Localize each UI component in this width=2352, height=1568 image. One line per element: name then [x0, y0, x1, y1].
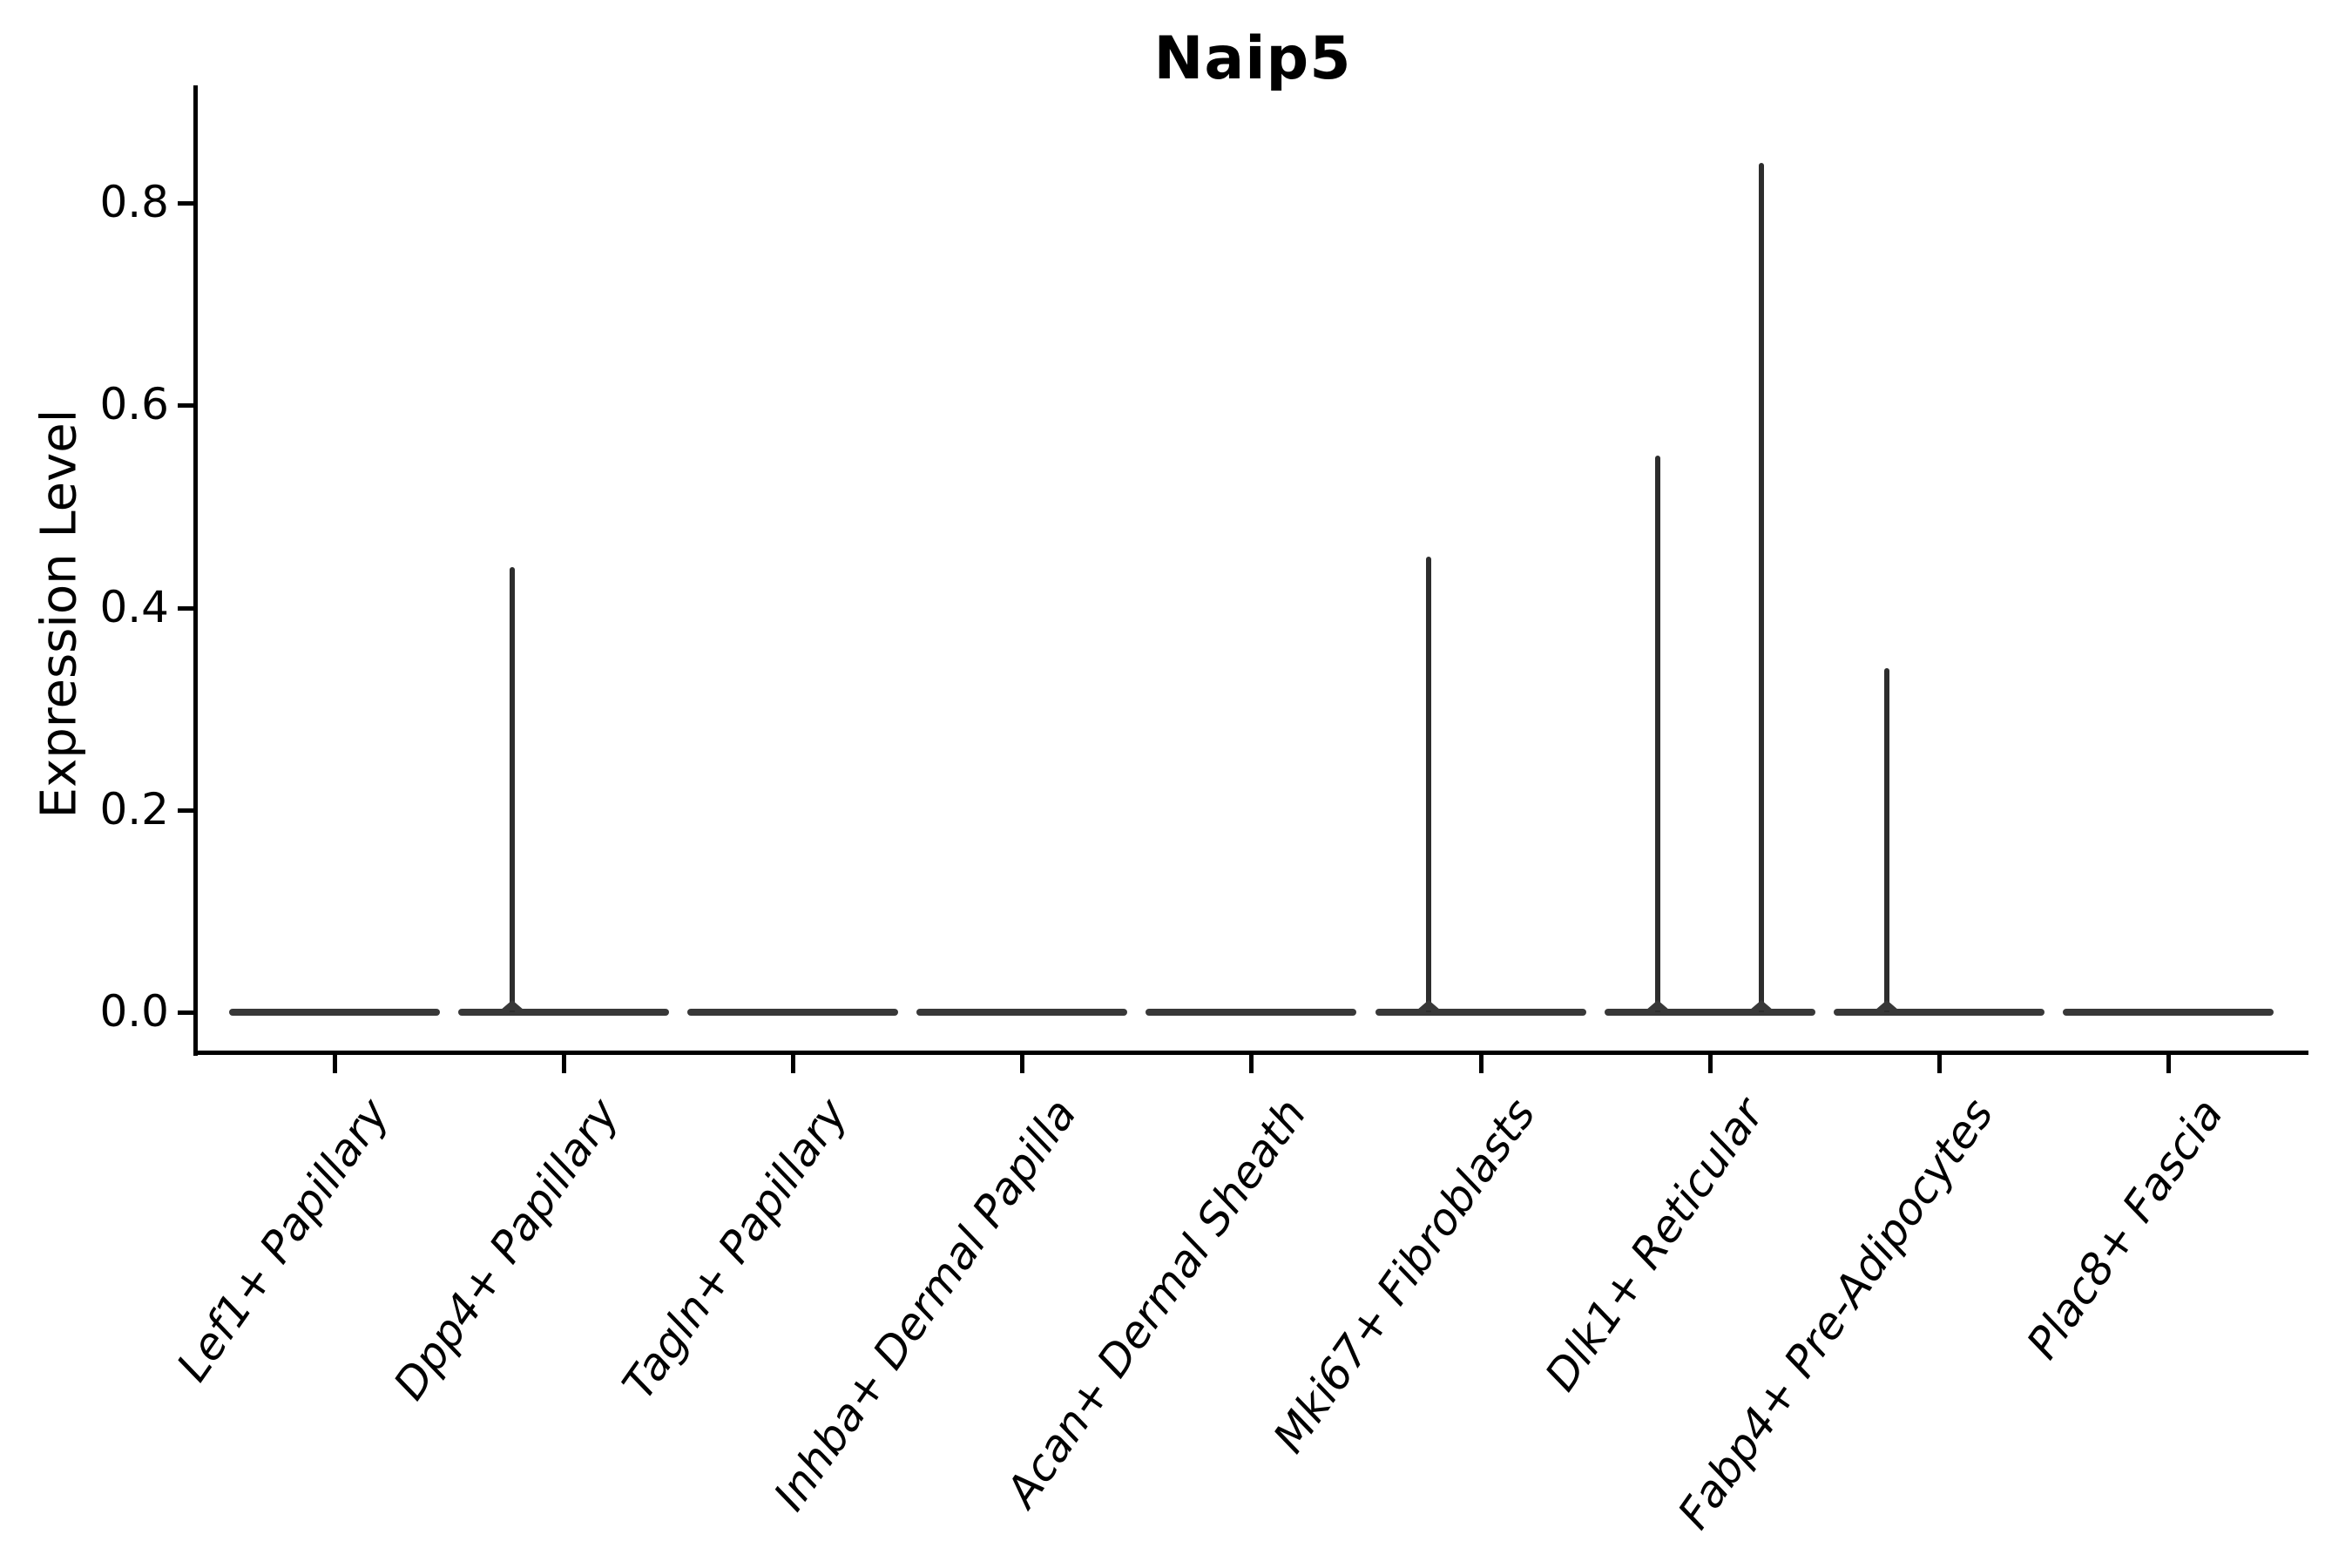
- x-tick: [1249, 1054, 1254, 1073]
- violin-spike-base: [1416, 1000, 1441, 1010]
- violin-body: [1833, 1009, 2044, 1016]
- x-tick-label: Tagln+ Papillary: [612, 1089, 858, 1409]
- violin-body: [229, 1009, 440, 1016]
- x-tick: [1020, 1054, 1025, 1073]
- x-tick: [1936, 1054, 1942, 1073]
- x-tick: [562, 1054, 567, 1073]
- y-tick-label: 0.2: [99, 783, 169, 835]
- violin-spike: [1426, 557, 1431, 1012]
- y-axis-spine: [193, 85, 198, 1056]
- violin-body: [458, 1009, 670, 1016]
- y-tick: [178, 1010, 197, 1015]
- violin-body: [687, 1009, 899, 1016]
- violin-body: [1604, 1009, 1815, 1016]
- x-tick-label: Dlk1+ Reticular: [1535, 1089, 1774, 1401]
- y-tick: [178, 201, 197, 206]
- x-tick: [2166, 1054, 2171, 1073]
- x-tick: [1707, 1054, 1713, 1073]
- y-tick-label: 0.8: [99, 177, 169, 227]
- violin-spike: [1759, 162, 1765, 1012]
- x-tick-label: Lef1+ Papillary: [166, 1089, 399, 1391]
- y-tick-label: 0.0: [99, 986, 169, 1037]
- x-tick-label: Dpp4+ Papillary: [383, 1089, 628, 1409]
- x-tick-label: Plac8+ Fascia: [2016, 1089, 2233, 1369]
- violin-spike: [1655, 456, 1661, 1012]
- violin-body: [2062, 1009, 2274, 1016]
- x-tick: [791, 1054, 796, 1073]
- violin-body: [1375, 1009, 1586, 1016]
- x-axis-spine: [193, 1051, 2308, 1055]
- violin-spike-base: [1646, 1000, 1671, 1010]
- x-tick: [333, 1054, 337, 1073]
- x-tick: [1478, 1054, 1484, 1073]
- violin-spike-base: [1749, 1000, 1774, 1010]
- y-tick: [178, 403, 197, 409]
- y-tick: [178, 605, 197, 611]
- violin-spike-base: [1875, 1000, 1900, 1010]
- violin-body: [1146, 1009, 1357, 1016]
- y-tick: [178, 808, 197, 813]
- violin-spike-base: [499, 1000, 524, 1010]
- violin-spike: [509, 567, 515, 1012]
- y-tick-label: 0.6: [99, 379, 169, 430]
- chart-title: Naip5: [1153, 24, 1352, 93]
- y-tick-label: 0.4: [99, 581, 169, 632]
- x-tick-label: Mki67+ Fibroblasts: [1263, 1089, 1545, 1463]
- violin-spike: [1884, 668, 1890, 1012]
- violin-body: [916, 1009, 1128, 1016]
